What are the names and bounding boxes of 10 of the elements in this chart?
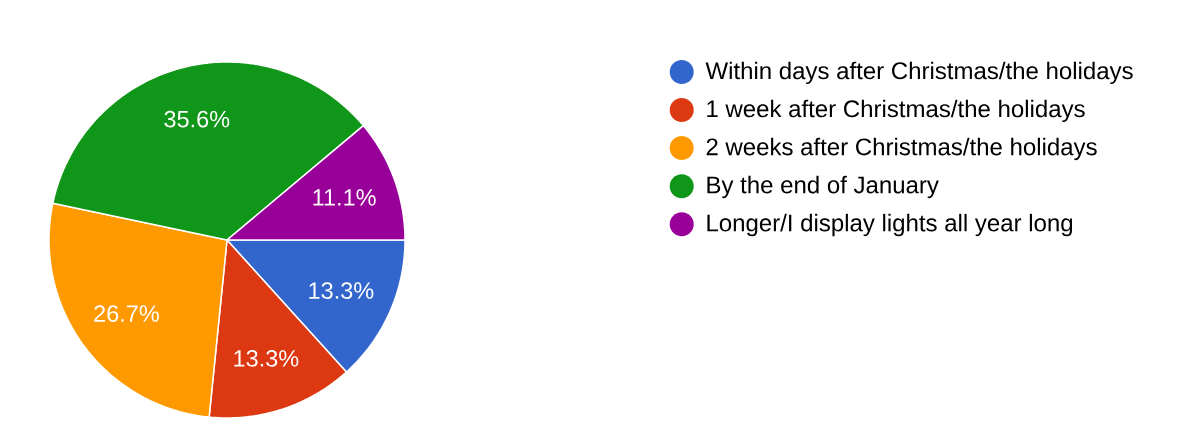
data-label: 13.3% <box>309 282 374 299</box>
data-label: 26.7% <box>94 305 159 322</box>
data-label: 13.3% <box>234 350 299 367</box>
legend-label: Within days after Christmas/the holidays <box>705 61 1133 85</box>
legend-label: 1 week after Christmas/the holidays <box>707 99 1085 123</box>
legend-label: Longer/I display lights all year long <box>707 213 1073 237</box>
legend-label: 2 weeks after Christmas/the holidays <box>706 137 1097 161</box>
legend-label: By the end of January <box>707 175 939 199</box>
data-label: 11.1% <box>313 189 376 206</box>
data-label: 35.6% <box>164 110 230 128</box>
